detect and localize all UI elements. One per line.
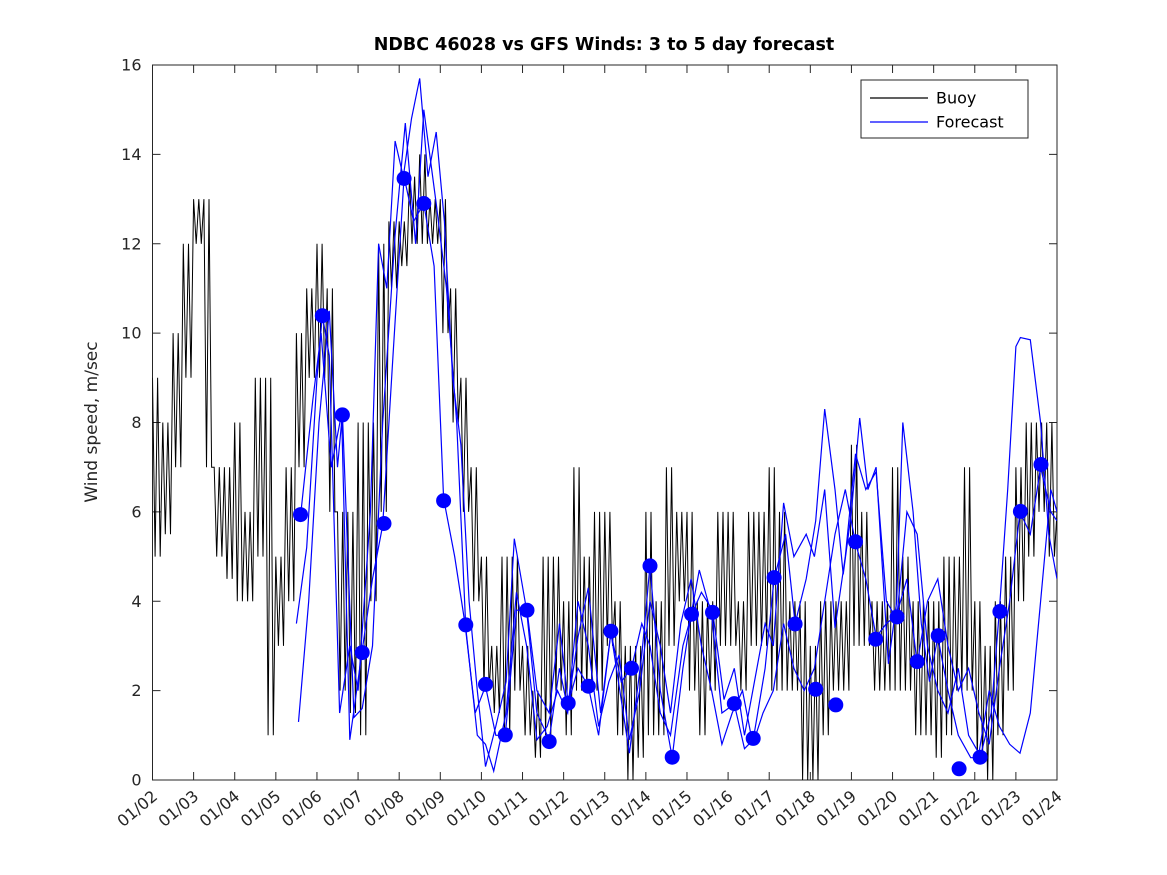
legend: Buoy Forecast: [860, 79, 1029, 139]
x-tick-label: 01/06: [278, 787, 326, 831]
x-tick-label: 01/08: [360, 787, 408, 831]
forecast-marker: [889, 609, 905, 625]
x-tick-label: 01/13: [566, 787, 614, 831]
x-tick-label: 01/10: [442, 787, 490, 831]
forecast-marker: [642, 558, 658, 574]
forecast-run-1-line: [295, 78, 1057, 767]
x-tick-label: 01/23: [977, 787, 1025, 831]
forecast-marker: [808, 681, 824, 697]
y-tick-label: 8: [131, 413, 141, 432]
forecast-marker: [848, 534, 863, 550]
forecast-marker: [1012, 503, 1028, 519]
forecast-marker: [416, 196, 432, 211]
x-tick-label: 01/19: [812, 787, 860, 831]
x-tick-label: 01/04: [196, 787, 244, 831]
chart-title: NDBC 46028 vs GFS Winds: 3 to 5 day fore…: [374, 35, 835, 55]
legend-buoy-label: Buoy: [936, 89, 976, 108]
x-tick-label: 01/12: [525, 787, 573, 831]
y-tick-label: 14: [121, 145, 141, 164]
y-tick-label: 6: [131, 502, 141, 521]
plot-box: [152, 64, 1058, 781]
forecast-marker: [603, 623, 619, 639]
forecast-marker: [396, 171, 412, 186]
x-tick-label: 01/14: [607, 787, 655, 831]
y-tick-label: 2: [131, 681, 141, 700]
x-tick-label: 01/20: [854, 787, 902, 831]
y-tick-label: 16: [121, 56, 141, 75]
forecast-marker: [766, 570, 782, 586]
forecast-marker: [624, 660, 639, 676]
x-tick-label: 01/03: [155, 787, 203, 831]
legend-forecast-label: Forecast: [936, 113, 1004, 132]
forecast-run-3-line: [297, 109, 1057, 774]
y-tick-label: 4: [131, 592, 141, 611]
x-tick-label: 01/16: [689, 787, 737, 831]
forecast-marker: [868, 631, 884, 647]
forecast-marker: [478, 676, 493, 692]
forecast-marker: [519, 602, 535, 618]
forecast-marker: [992, 604, 1008, 619]
x-tick-label: 01/15: [648, 787, 696, 831]
x-tick-label: 01/21: [895, 787, 943, 831]
x-tick-label: 01/22: [936, 787, 984, 831]
x-tick-label: 01/17: [730, 787, 778, 831]
forecast-marker: [705, 604, 720, 620]
x-tick-label: 01/02: [114, 787, 162, 831]
y-tick-label: 0: [131, 771, 141, 790]
x-tick-label: 01/18: [771, 787, 819, 831]
forecast-marker: [354, 645, 370, 661]
x-tick-label: 01/24: [1018, 787, 1066, 831]
forecast-marker: [684, 606, 699, 622]
buoy-series-line: [152, 154, 1057, 780]
forecast-marker: [334, 407, 350, 423]
y-tick-label: 12: [121, 234, 141, 253]
forecast-marker: [828, 697, 844, 713]
forecast-marker: [951, 761, 967, 777]
forecast-marker: [726, 696, 742, 712]
forecast-marker: [787, 616, 803, 632]
x-tick-label: 01/09: [401, 787, 449, 831]
forecast-marker: [1033, 457, 1049, 472]
forecast-marker: [458, 617, 474, 633]
x-tick-label: 01/05: [237, 787, 285, 831]
forecast-marker: [909, 654, 925, 670]
forecast-marker: [560, 695, 576, 711]
forecast-marker: [541, 734, 557, 750]
forecast-marker: [376, 516, 392, 531]
forecast-marker: [664, 749, 680, 765]
forecast-marker: [436, 493, 452, 509]
forecast-marker: [745, 730, 761, 746]
forecast-marker: [497, 727, 513, 743]
x-tick-label: 01/11: [484, 787, 532, 831]
x-tick-label: 01/07: [319, 787, 367, 831]
forecast-marker: [293, 507, 308, 523]
forecast-marker: [314, 308, 330, 324]
forecast-marker: [930, 628, 946, 644]
legend-box: [860, 79, 1029, 139]
forecast-run-2-line: [299, 176, 1057, 755]
forecast-marker: [580, 678, 596, 694]
y-axis-label: Wind speed, m/sec: [82, 341, 102, 502]
y-tick-label: 10: [121, 324, 141, 343]
forecast-marker: [972, 749, 988, 765]
